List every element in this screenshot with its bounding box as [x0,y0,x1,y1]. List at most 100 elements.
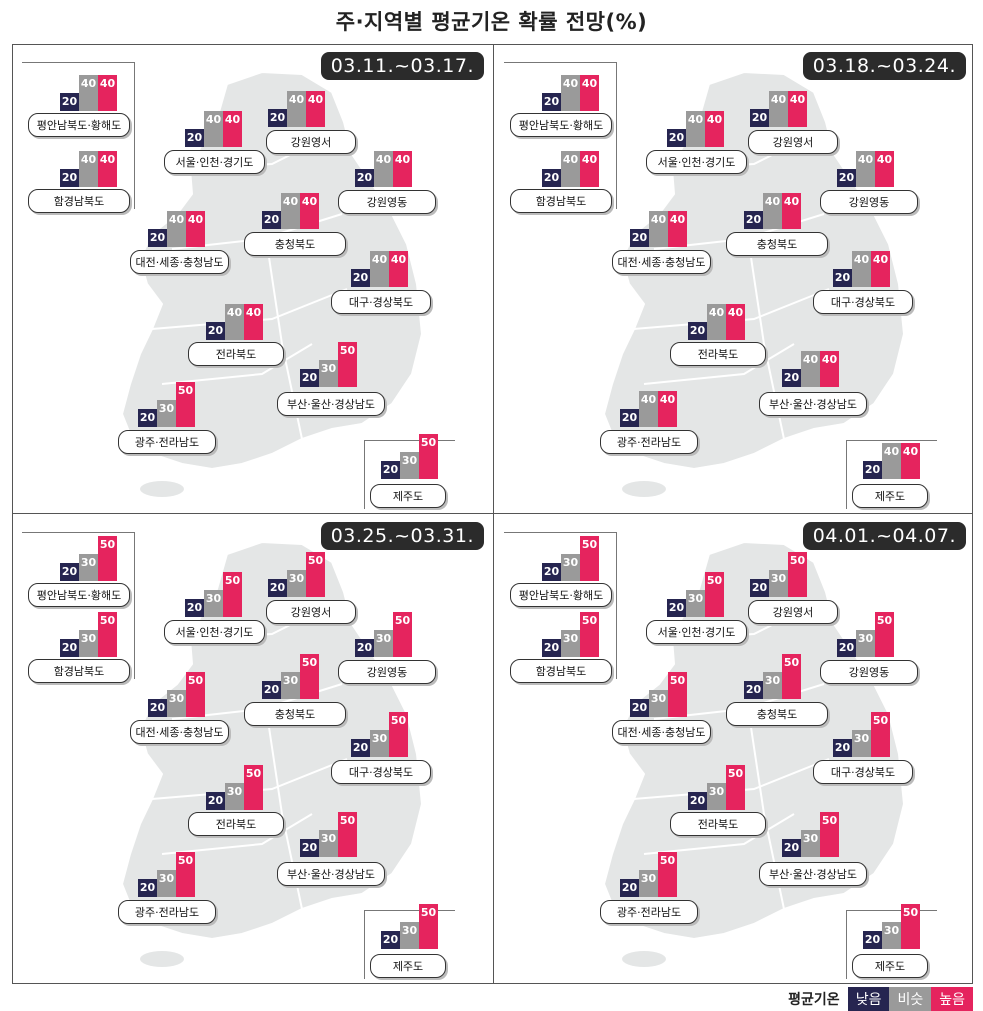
bar-low: 20 [833,739,852,757]
bar-group-11: 20 30 50 [620,837,680,897]
bar-sim: 40 [649,211,668,247]
region-label: 서울·인천·경기도 [646,620,747,644]
region-label: 대구·경상북도 [331,760,431,784]
bar-low: 20 [750,579,769,597]
bar-high: 50 [658,852,677,897]
bar-low: 20 [620,409,639,427]
bar-group-6: 20 30 50 [148,657,208,717]
bar-low: 20 [351,739,370,757]
bar-group-9: 20 30 50 [206,750,266,810]
bar-group-12: 20 30 50 [863,889,923,949]
bar-high: 40 [306,91,325,127]
bar-group-2: 20 30 50 [542,597,602,657]
bar-group-11: 20 30 50 [138,837,198,897]
bar-sim: 30 [686,590,705,617]
bar-sim: 30 [801,830,820,857]
bar-group-1: 20 40 40 [60,51,120,111]
bar-sim: 30 [852,730,871,757]
bar-sim: 40 [686,111,705,147]
bar-high: 50 [726,765,745,810]
region-label: 대전·세종·충청남도 [612,720,711,744]
region-label: 함경남북도 [28,189,130,213]
region-label: 평안남북도·황해도 [510,113,612,137]
bar-high: 40 [782,193,801,229]
bar-group-2: 20 40 40 [60,127,120,187]
bar-group-6: 20 30 50 [630,657,690,717]
bar-low: 20 [542,563,561,581]
bar-low: 20 [863,461,882,479]
bar-group-4: 20 30 50 [268,537,328,597]
bar-group-12: 20 40 40 [863,419,923,479]
bar-sim: 40 [225,304,244,340]
bar-low: 20 [630,229,649,247]
bar-high: 50 [186,672,205,717]
bar-low: 20 [268,579,287,597]
bar-sim: 30 [370,730,389,757]
bar-group-5: 20 40 40 [355,127,415,187]
region-label: 평안남북도·황해도 [28,583,130,607]
bar-sim: 40 [287,91,306,127]
bar-low: 20 [148,229,167,247]
north-inset-frame [504,62,617,209]
jeju-inset-frame [364,910,455,979]
bar-low: 20 [630,699,649,717]
bar-sim: 30 [281,672,300,699]
bar-high: 40 [705,111,724,147]
grid-divider-horizontal [12,513,973,514]
bar-sim: 30 [882,922,901,949]
bar-sim: 30 [157,870,176,897]
region-label: 대구·경상북도 [331,290,431,314]
region-label: 제주도 [852,484,928,508]
bar-group-1: 20 30 50 [60,521,120,581]
bar-sim: 30 [561,630,580,657]
bar-high: 40 [580,151,599,187]
bar-low: 20 [542,93,561,111]
bar-group-12: 20 30 50 [381,889,441,949]
bar-group-5: 20 30 50 [837,597,897,657]
bar-high: 50 [875,612,894,657]
bar-high: 40 [820,351,839,387]
bar-sim: 40 [856,151,875,187]
region-label: 광주·전라남도 [600,430,698,454]
region-label: 충청북도 [726,702,828,726]
region-label: 강원영동 [820,190,918,214]
bar-group-11: 20 30 50 [138,367,198,427]
bar-high: 40 [726,304,745,340]
bar-low: 20 [138,879,157,897]
bar-low: 20 [60,639,79,657]
bar-high: 50 [306,552,325,597]
bar-group-3: 20 30 50 [185,557,245,617]
bar-high: 50 [176,852,195,897]
region-label: 강원영동 [820,660,918,684]
bar-high: 50 [338,342,357,387]
region-label: 부산·울산·경상남도 [277,862,385,886]
region-label: 평안남북도·황해도 [510,583,612,607]
bar-group-3: 20 40 40 [667,87,727,147]
bar-group-7: 20 40 40 [262,169,322,229]
bar-low: 20 [60,563,79,581]
forecast-panel-4: 04.01.~04.07. 20 30 50 평안남북도·황해도 20 30 50 함경남북도 2… [494,514,974,983]
bar-group-10: 20 30 50 [300,327,360,387]
bar-group-9: 20 30 50 [688,750,748,810]
bar-group-5: 20 40 40 [837,127,897,187]
bar-sim: 30 [400,452,419,479]
bar-high: 40 [658,391,677,427]
region-label: 전라북도 [670,342,766,366]
bar-group-4: 20 40 40 [750,67,810,127]
bar-high: 40 [389,251,408,287]
bar-high: 40 [223,111,242,147]
region-label: 대전·세종·충청남도 [130,720,229,744]
bar-low: 20 [355,169,374,187]
grid-divider-vertical [493,44,494,984]
bar-group-4: 20 30 50 [750,537,810,597]
bar-group-8: 20 30 50 [351,697,411,757]
bar-sim: 30 [707,783,726,810]
bar-high: 40 [871,251,890,287]
bar-sim: 30 [157,400,176,427]
region-label: 대구·경상북도 [813,290,913,314]
bar-group-8: 20 40 40 [833,227,893,287]
bar-low: 20 [60,93,79,111]
bar-sim: 40 [167,211,186,247]
bar-high: 40 [393,151,412,187]
bar-low: 20 [60,169,79,187]
